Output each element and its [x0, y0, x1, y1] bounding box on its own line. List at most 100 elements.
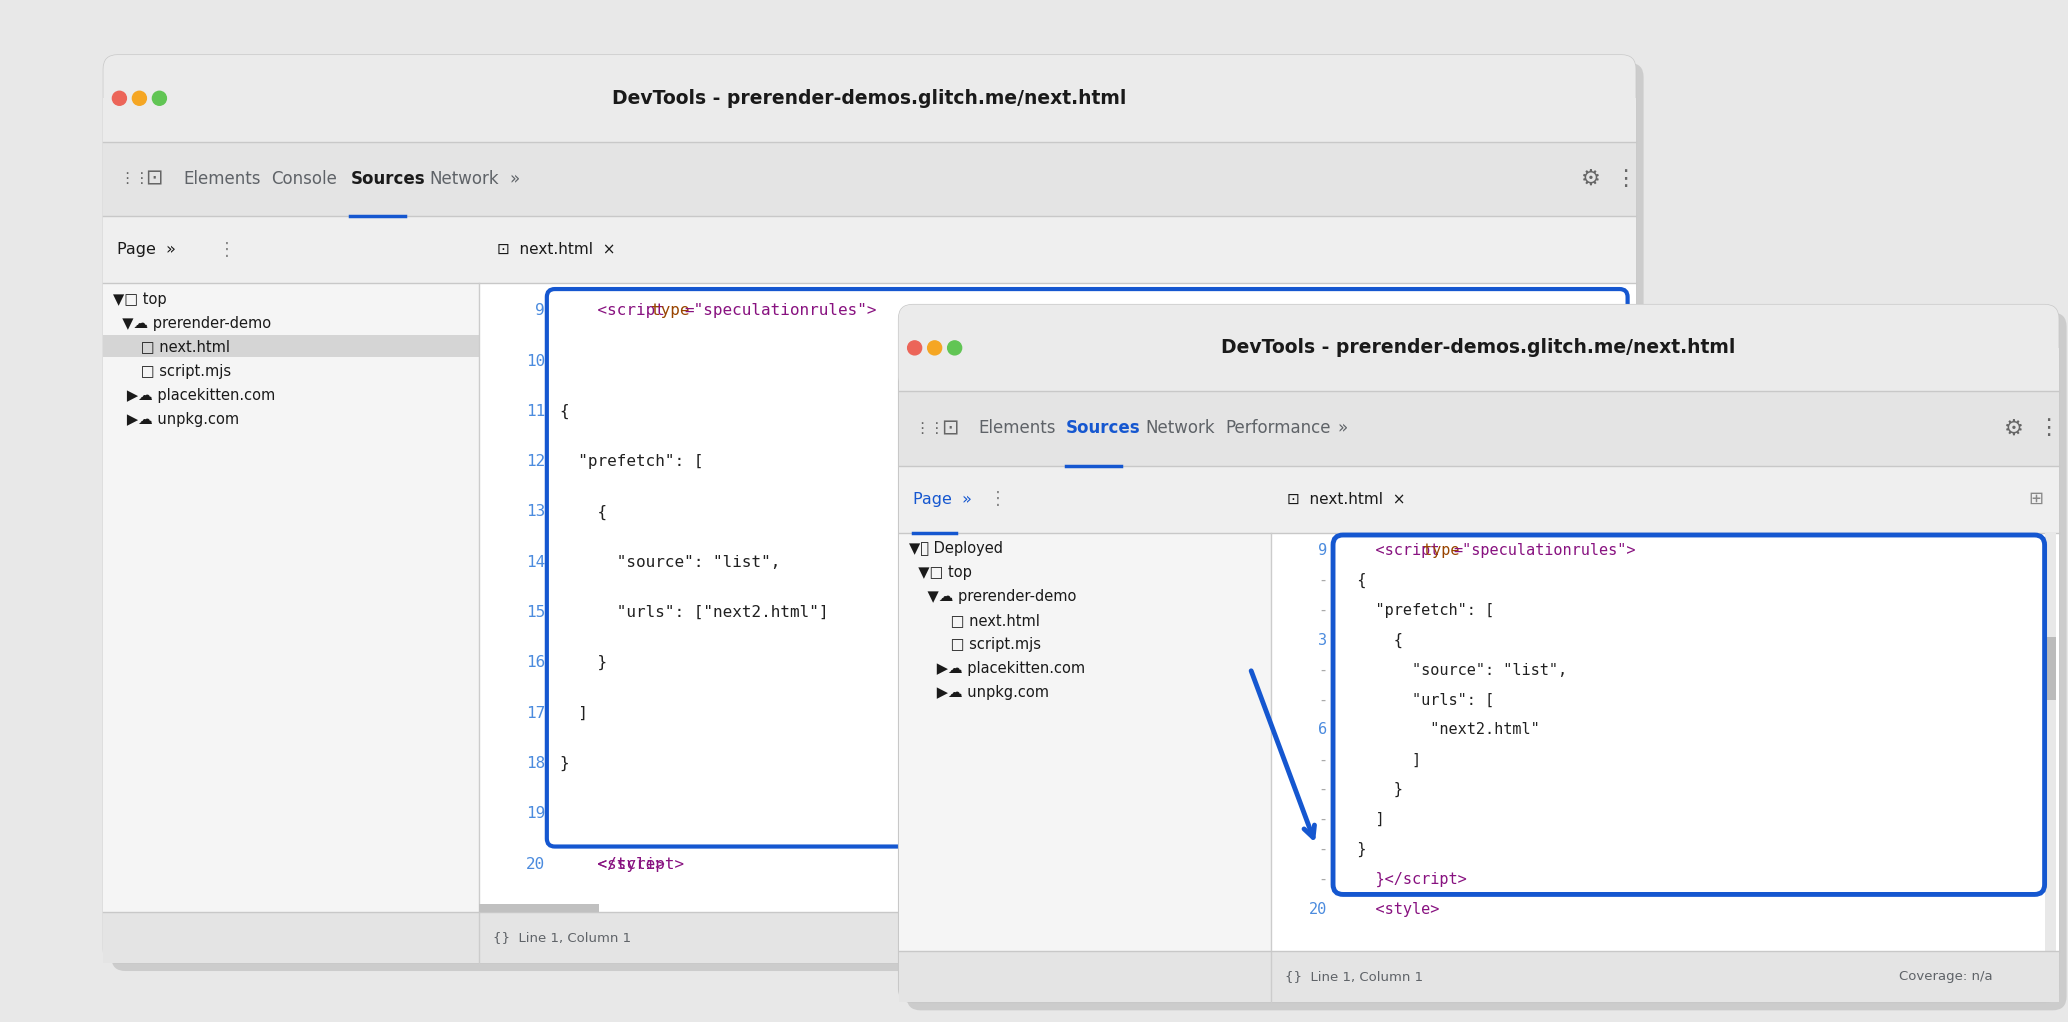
Bar [900, 532, 1272, 951]
Text: {}  Line 1, Column 1: {} Line 1, Column 1 [494, 931, 631, 944]
Text: ▼□ top: ▼□ top [114, 291, 168, 307]
Text: ⋮⋮: ⋮⋮ [120, 172, 149, 186]
Text: 14: 14 [525, 555, 544, 569]
FancyBboxPatch shape [906, 313, 2066, 1011]
Circle shape [929, 341, 941, 355]
Text: "prefetch": [: "prefetch": [ [558, 454, 703, 469]
Text: Network: Network [430, 170, 500, 188]
Bar [900, 391, 2058, 466]
Bar [900, 466, 2058, 532]
Text: ▶☁ placekitten.com: ▶☁ placekitten.com [908, 661, 1086, 677]
Text: Performance: Performance [1224, 419, 1330, 437]
Bar [2045, 532, 2056, 951]
Text: ▼☁ prerender-demo: ▼☁ prerender-demo [908, 589, 1075, 604]
Text: {: { [1340, 573, 1367, 588]
Text: ⊡  next.html  ×: ⊡ next.html × [1286, 492, 1406, 507]
Text: 20: 20 [1309, 901, 1328, 917]
FancyBboxPatch shape [112, 63, 1644, 971]
FancyBboxPatch shape [900, 305, 2058, 391]
Text: {: { [558, 504, 608, 519]
Text: DevTools - prerender-demos.glitch.me/next.html: DevTools - prerender-demos.glitch.me/nex… [1222, 338, 1735, 358]
Text: Network: Network [1146, 419, 1216, 437]
FancyBboxPatch shape [103, 55, 1636, 141]
Bar [1272, 532, 2058, 951]
Text: 3: 3 [1317, 633, 1328, 648]
Text: ⋮⋮: ⋮⋮ [914, 421, 945, 436]
Text: </script>: </script> [558, 856, 685, 872]
Text: <script: <script [558, 304, 674, 318]
Text: type: type [651, 304, 689, 318]
Text: "urls": ["next2.html"]: "urls": ["next2.html"] [558, 605, 829, 620]
Text: <script: <script [1340, 543, 1448, 558]
Text: ⊞: ⊞ [2029, 491, 2043, 508]
Text: ▶☁ unpkg.com: ▶☁ unpkg.com [908, 685, 1048, 700]
Text: ⊡  next.html  ×: ⊡ next.html × [498, 242, 616, 258]
Text: Sources: Sources [1067, 419, 1142, 437]
Text: ]: ] [558, 706, 587, 721]
Text: 9: 9 [536, 304, 544, 318]
Text: -: - [1317, 872, 1328, 887]
Text: 11: 11 [525, 404, 544, 419]
Bar [103, 217, 1636, 283]
Text: -: - [1317, 842, 1328, 857]
Text: Sources: Sources [349, 170, 426, 188]
Text: "urls": [: "urls": [ [1340, 693, 1495, 707]
Text: Console: Console [271, 170, 337, 188]
Text: -: - [1317, 603, 1328, 618]
Text: ="speculationrules">: ="speculationrules"> [685, 304, 877, 318]
Circle shape [908, 341, 922, 355]
Text: ▶☁ placekitten.com: ▶☁ placekitten.com [114, 387, 275, 403]
FancyBboxPatch shape [900, 305, 2058, 1003]
Text: ]: ] [1340, 752, 1421, 768]
Text: ▼⧁ Deployed: ▼⧁ Deployed [908, 541, 1003, 556]
Text: DevTools - prerender-demos.glitch.me/next.html: DevTools - prerender-demos.glitch.me/nex… [612, 89, 1127, 107]
Text: ⊡: ⊡ [941, 418, 957, 438]
Text: ]: ] [1340, 812, 1386, 827]
Text: »: » [509, 170, 519, 188]
Text: □ script.mjs: □ script.mjs [114, 364, 232, 378]
Text: ⚙: ⚙ [1580, 169, 1601, 189]
Text: ⋮: ⋮ [219, 240, 236, 259]
Text: Elements: Elements [978, 419, 1057, 437]
Bar [103, 912, 1636, 963]
Text: Coverage: n/a: Coverage: n/a [1898, 970, 1991, 983]
Text: ▼☁ prerender-demo: ▼☁ prerender-demo [114, 316, 271, 330]
Text: -: - [1317, 573, 1328, 588]
Circle shape [153, 91, 165, 105]
Text: 6: 6 [1317, 723, 1328, 738]
Text: -: - [1317, 693, 1328, 707]
Text: □ script.mjs: □ script.mjs [908, 637, 1040, 652]
Text: Elements: Elements [184, 170, 261, 188]
Text: }: } [558, 756, 569, 772]
Text: type: type [1423, 543, 1460, 558]
Text: □ next.html: □ next.html [114, 339, 230, 355]
Bar [900, 347, 2058, 391]
Text: }: } [558, 655, 608, 670]
Bar [2045, 638, 2056, 700]
Text: -: - [1317, 812, 1328, 827]
Bar [900, 951, 2058, 1003]
Text: -: - [1317, 662, 1328, 678]
Text: 9: 9 [1317, 543, 1328, 558]
Text: 13: 13 [525, 505, 544, 519]
FancyBboxPatch shape [103, 55, 1636, 963]
Text: <style>: <style> [1340, 901, 1439, 917]
Text: ⋮: ⋮ [2037, 418, 2060, 438]
Text: "prefetch": [: "prefetch": [ [1340, 603, 1495, 618]
Text: 10: 10 [525, 354, 544, 369]
Text: "source": "list",: "source": "list", [558, 555, 780, 569]
Circle shape [947, 341, 962, 355]
Bar [103, 335, 480, 357]
Text: 12: 12 [525, 454, 544, 469]
Text: 17: 17 [525, 706, 544, 721]
Text: }: } [1340, 842, 1367, 857]
Text: Page  »: Page » [118, 242, 176, 258]
Bar [480, 283, 1636, 912]
Text: ⋮: ⋮ [989, 491, 1007, 508]
Text: 19: 19 [525, 806, 544, 822]
Text: ⋮: ⋮ [1613, 169, 1636, 189]
Text: <style>: <style> [558, 856, 664, 872]
Text: 15: 15 [525, 605, 544, 620]
Text: }: } [1340, 782, 1402, 797]
Text: 18: 18 [525, 756, 544, 771]
